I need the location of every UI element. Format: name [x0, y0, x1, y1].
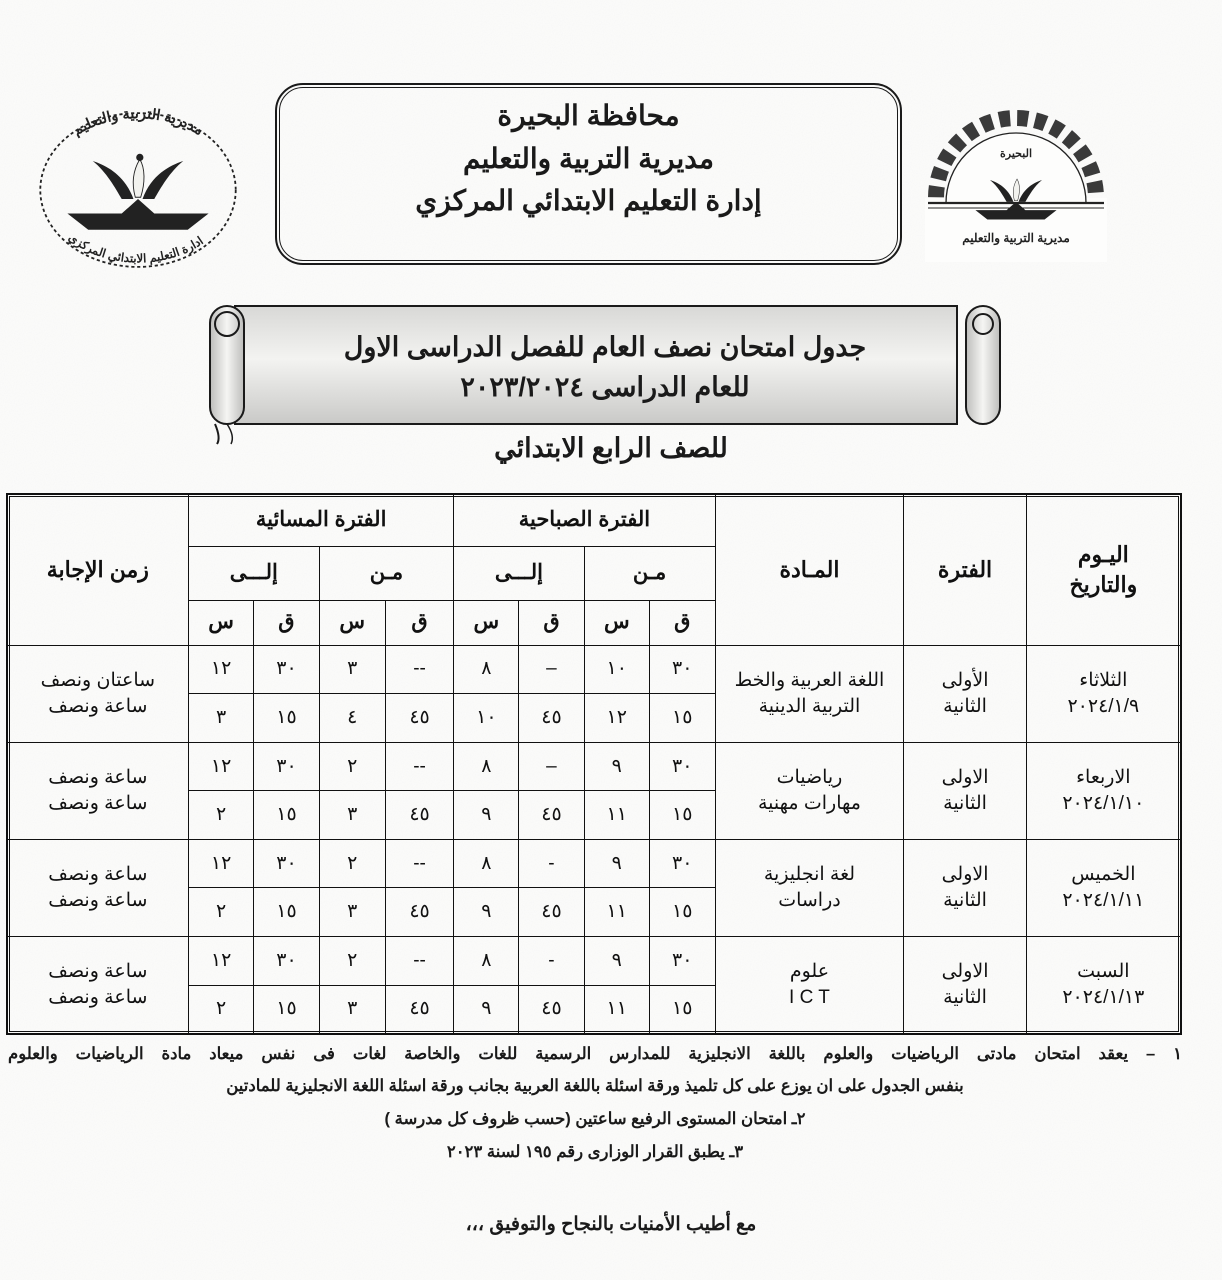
svg-text:للعام الدراسى ٢٠٢٣/٢٠٢٤: للعام الدراسى ٢٠٢٣/٢٠٢٤: [460, 372, 749, 404]
svg-text:البحيرة: البحيرة: [1000, 148, 1032, 160]
svg-text:مديرية التربية والتعليم: مديرية التربية والتعليم: [962, 231, 1070, 246]
svg-text:جدول امتحان نصف العام للفصل: جدول امتحان نصف العام للفصل الدراسى الاو…: [344, 332, 867, 364]
svg-text:ادارة التعليم الابتدائي المركز: ادارة التعليم الابتدائي المركزي: [65, 231, 205, 266]
svg-text:مديرية التربية والتعليم: مديرية التربية والتعليم: [70, 106, 206, 139]
